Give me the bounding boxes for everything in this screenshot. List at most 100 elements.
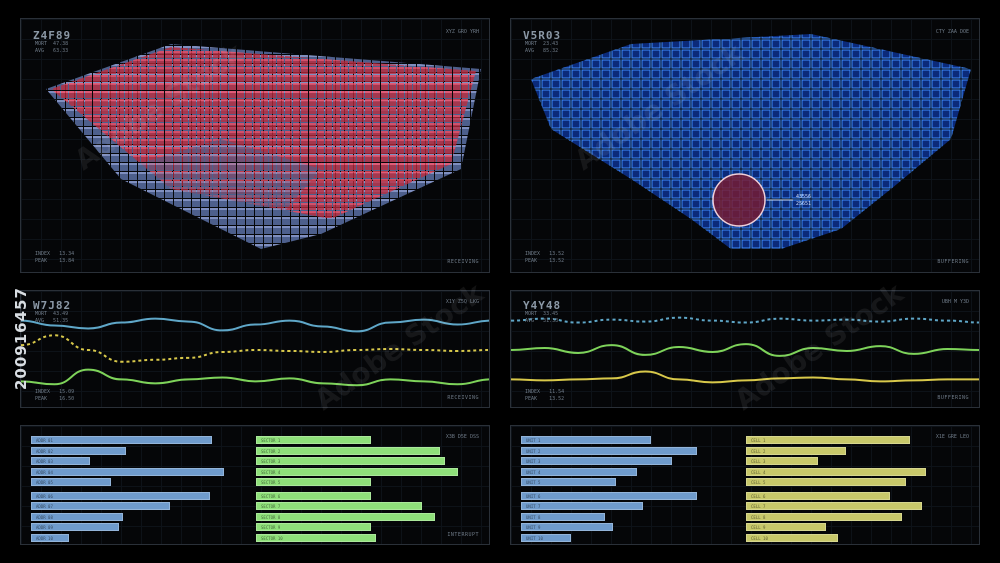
bar-label: ADDR 08 [36,514,53,520]
panel-stats: MORT 33.45 AVG 31.33 [525,311,559,324]
bar-label: CELL 3 [751,459,766,464]
bar-label: ADDR 06 [36,493,53,499]
status-label: RECEIVING [447,395,479,401]
panel-corner-codes: XYZ GRO YRH [445,29,479,35]
panel-footer-stats: INDEX 13.52 PEAK 13.52 [525,251,565,264]
bar: ADDR 04 [31,467,225,476]
bar: SECTOR 8 [256,512,436,521]
bar-label: SECTOR 10 [261,535,283,541]
panel-title: V5R03 [523,29,562,42]
panel-bars-right: UNIT 1 UNIT 2 UNIT 3 UNIT 4 UNIT 5 UNIT 6 UNIT… [510,425,980,545]
bar: CELL 10 [746,533,838,542]
bar-label: SECTOR 4 [261,469,281,475]
panel-y4y48: Y4Y48 MORT 33.45 AVG 31.33 UBH M Y3D IND… [510,290,980,408]
bar: CELL 4 [746,467,926,476]
bar: SECTOR 10 [256,533,376,542]
panel-w7j82: W7J82 MORT 43.49 AVG 51.35 X1Y Z5Q LKG I… [20,290,490,408]
panel-v5r03: 43556 25651 V5R03 MORT 23.43 AVG 85.32 C… [510,18,980,273]
bar: UNIT 4 [521,467,637,476]
line-graph-ml [21,317,489,387]
bar: SECTOR 5 [256,478,371,486]
panel-grid [511,291,979,407]
bar: CELL 9 [746,523,826,531]
panel-stats: MORT 47.38 AVG 63.33 [35,41,69,54]
status-label: BUFFERING [937,395,969,401]
bar: UNIT 6 [521,491,698,500]
panel-title: Y4Y48 [523,299,562,312]
bar-label: SECTOR 1 [261,438,281,443]
bar-label: SECTOR 5 [261,480,281,485]
panel-footer-stats: INDEX 13.34 PEAK 13.84 [35,251,75,264]
bar: SECTOR 4 [256,467,459,476]
bar-label: UNIT 5 [526,480,541,485]
bar-label: UNIT 8 [526,514,541,520]
cube-field-blue [531,34,971,249]
bar-label: CELL 2 [751,448,766,454]
bar: UNIT 10 [521,533,572,542]
panel-corner-codes: UBH M Y3D [941,299,969,305]
panel-footer-stats: INDEX 15.09 PEAK 16.50 [35,389,75,402]
callout-value: 43556 25651 [796,194,812,207]
bar-label: UNIT 10 [526,535,543,541]
bar-label: ADDR 10 [36,535,53,541]
bar: UNIT 2 [521,446,698,455]
bar-label: SECTOR 9 [261,525,281,530]
panel-footer-stats: INDEX 11.54 PEAK 13.52 [525,389,565,402]
bar-label: UNIT 1 [526,438,541,443]
bar: ADDR 08 [31,512,124,521]
bar: ADDR 02 [31,446,126,455]
bar: UNIT 9 [521,523,614,531]
status-label: RECEIVING [447,259,479,265]
bar: CELL 2 [746,446,846,455]
bar-label: CELL 8 [751,514,766,520]
series-line-cyan [21,317,489,333]
bar: ADDR 03 [31,457,90,465]
panel-z4f89: Z4F89 MORT 47.38 AVG 63.33 XYZ GRO YRH I… [20,18,490,273]
panel-corner-codes: X3B D5E DSS [445,434,479,440]
panel-corner-codes: CTY ZAA DOE [935,29,969,35]
bar-label: ADDR 05 [36,480,53,485]
series-line-yellow [511,370,979,384]
bar: SECTOR 2 [256,446,440,455]
bar-label: SECTOR 3 [261,459,281,464]
bar: CELL 5 [746,478,906,486]
bar-label: CELL 6 [751,493,766,499]
bar-label: ADDR 04 [36,469,53,475]
bar-label: CELL 10 [751,535,768,541]
panel-title: Z4F89 [33,29,72,42]
bar: SECTOR 1 [256,436,371,444]
bar-label: UNIT 6 [526,493,541,499]
status-label: BUFFERING [937,259,969,265]
bar-label: CELL 4 [751,469,766,475]
panel-bars-left: ADDR 01 ADDR 02 ADDR 03 ADDR 04 ADDR 05 ADDR … [20,425,490,545]
bar: CELL 6 [746,491,890,500]
bar-label: ADDR 01 [36,438,53,443]
panel-corner-codes: X1Y Z5Q LKG [445,299,479,305]
bar: UNIT 8 [521,512,605,521]
target-circle [712,173,766,227]
bar: CELL 7 [746,502,922,510]
bar: CELL 3 [746,457,818,465]
bar: ADDR 01 [31,436,212,444]
bar-label: ADDR 03 [36,459,53,464]
bar-label: SECTOR 6 [261,493,281,499]
status-label: INTERRUPT [447,532,479,538]
bar-label: CELL 9 [751,525,766,530]
bar: UNIT 3 [521,457,673,465]
series-line-cyan [511,316,979,324]
line-graph-mr [511,316,979,384]
panel-stats: MORT 23.43 AVG 85.32 [525,41,559,54]
bar-label: UNIT 2 [526,448,541,454]
cube-field-red [46,44,481,249]
bar: SECTOR 7 [256,502,422,510]
panel-corner-codes: X1E GRE LEO [935,434,969,440]
bar-label: ADDR 09 [36,525,53,530]
panel-stats: MORT 43.49 AVG 51.35 [35,311,69,324]
bar: ADDR 07 [31,502,170,510]
bar-label: CELL 7 [751,504,766,509]
bar-label: CELL 5 [751,480,766,485]
bar-label: UNIT 3 [526,459,541,464]
bar-label: ADDR 07 [36,504,53,509]
bar: ADDR 06 [31,491,210,500]
bar: SECTOR 3 [256,457,445,465]
